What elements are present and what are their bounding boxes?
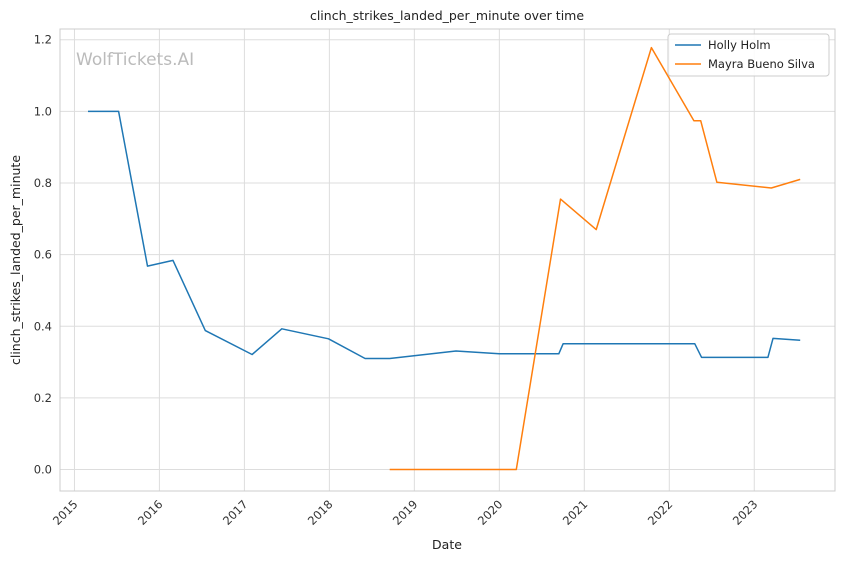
plot-frame [59,28,836,492]
y-tick-label-1.2: 1.2 [34,33,52,47]
series-line-holly-holm [88,110,801,360]
chart-title: clinch_strikes_landed_per_minute over ti… [310,8,584,23]
y-tick-label-0.6: 0.6 [34,248,52,262]
series-lines [88,46,801,471]
watermark-text: WolfTickets.AI [76,50,194,70]
y-tick-label-0.8: 0.8 [34,176,52,190]
legend-box [667,33,830,77]
y-tick-label-0.0: 0.0 [34,463,52,477]
legend-label-mayra-bueno-silva: Mayra Bueno Silva [708,57,815,71]
legend-label-holly-holm: Holly Holm [708,38,771,52]
y-tick-label-1.0: 1.0 [34,104,52,118]
y-tick-label-0.4: 0.4 [34,319,52,333]
y-tick-label-0.2: 0.2 [34,391,52,405]
legend: Holly Holm Mayra Bueno Silva [667,33,830,77]
grid [60,29,835,491]
series-line-mayra-bueno-silva [389,46,801,471]
y-axis-title: clinch_strikes_landed_per_minute [8,155,23,365]
x-axis-title: Date [432,537,462,552]
tick-labels: 2015 2016 2017 2018 2019 2020 2021 2022 20230.00… [34,33,761,528]
